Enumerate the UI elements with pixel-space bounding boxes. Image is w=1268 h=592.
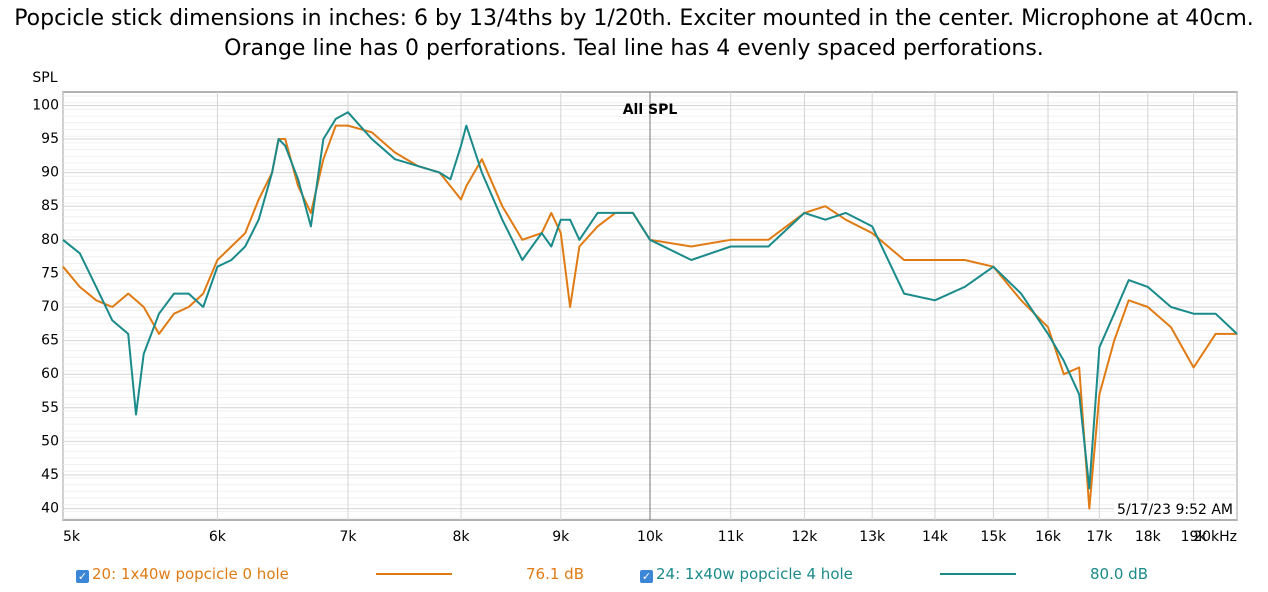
legend-checkbox[interactable]: ✓ [640,570,653,583]
legend-checkbox[interactable]: ✓ [76,570,89,583]
y-tick-label: 85 [41,198,59,214]
timestamp-bg [1114,501,1236,519]
x-tick-label: 20kHz [1193,529,1237,545]
legend-name: ✓ 24: 1x40w popcicle 4 hole [640,562,853,586]
y-tick-label: 75 [41,265,59,281]
legend-name: ✓ 20: 1x40w popcicle 0 hole [76,562,289,586]
x-tick-label: 11k [718,529,745,545]
x-tick-label: 10k [637,529,664,545]
legend-swatch [376,573,452,575]
x-tick-label: 8k [453,529,471,545]
legend-text: 24: 1x40w popcicle 4 hole [656,565,853,583]
x-tick-label: 9k [552,529,570,545]
y-tick-label: 45 [41,467,59,483]
x-tick-label: 14k [922,529,949,545]
x-tick-label: 5k [63,529,81,545]
x-tick-label: 16k [1035,529,1062,545]
x-tick-label: 15k [980,529,1007,545]
chart-title: Popcicle stick dimensions in inches: 6 b… [14,6,1254,61]
series-line [62,124,1237,510]
y-tick-label: 40 [41,501,59,517]
y-axis-label: SPL [32,70,57,86]
y-tick-label: 65 [41,333,59,349]
legend-swatch [940,573,1016,575]
series-line [62,111,1238,490]
y-tick-label: 60 [41,366,59,382]
legend-text: 20: 1x40w popcicle 0 hole [92,565,289,583]
y-tick-label: 80 [41,232,59,248]
x-tick-label: 12k [791,529,818,545]
y-tick-label: 70 [41,299,59,315]
legend-value: 80.0 dB [1090,565,1148,583]
x-tick-label: 13k [859,529,886,545]
plot-label: All SPL [623,102,678,118]
timestamp: 5/17/23 9:52 AM [1117,502,1233,518]
legend-value: 76.1 dB [526,565,584,583]
y-tick-label: 95 [41,131,59,147]
legend: ✓ 20: 1x40w popcicle 0 hole 76.1 dB ✓ 24: 1x… [0,562,1268,586]
y-tick-label: 50 [41,433,59,449]
y-tick-label: 100 [32,97,59,113]
x-tick-label: 6k [209,529,227,545]
x-tick-label: 19k [1181,529,1208,545]
y-tick-label: 90 [41,165,59,181]
x-tick-label: 17k [1086,529,1113,545]
y-tick-label: 55 [41,400,59,416]
x-tick-label: 18k [1135,529,1162,545]
x-tick-label: 7k [339,529,357,545]
